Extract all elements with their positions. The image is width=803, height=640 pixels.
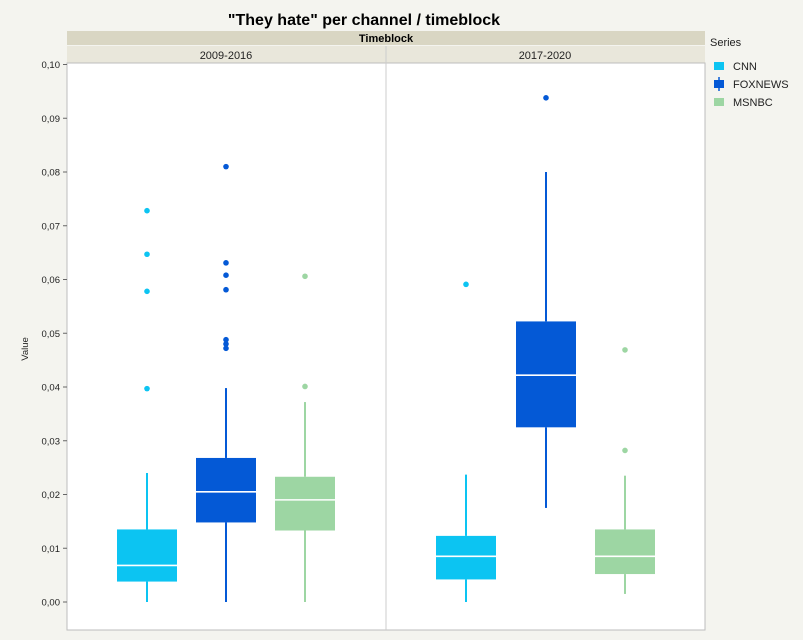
y-tick-label: 0,07 <box>42 221 61 232</box>
box-iqr <box>196 457 256 523</box>
y-tick-label: 0,08 <box>42 168 61 179</box>
outlier-point <box>144 251 150 258</box>
y-tick-label: 0,02 <box>42 490 61 501</box>
outlier-point <box>144 207 150 214</box>
panel-label: 2009-2016 <box>200 50 253 62</box>
legend-label-cnn: CNN <box>733 61 757 73</box>
group-header-label: Timeblock <box>359 33 414 45</box>
legend-swatch-msnbc <box>714 98 724 106</box>
outlier-point <box>543 95 549 101</box>
y-tick-label: 0,04 <box>42 383 61 394</box>
outlier-point <box>223 260 229 266</box>
y-tick-label: 0,01 <box>42 544 61 555</box>
outlier-point <box>622 447 628 454</box>
outlier-point <box>144 385 150 392</box>
box-iqr <box>516 321 576 428</box>
chart-title: "They hate" per channel / timeblock <box>228 12 500 29</box>
box-iqr <box>117 529 177 582</box>
box-foxnews-2009-2016 <box>196 163 256 602</box>
box-iqr <box>595 529 655 575</box>
outlier-point <box>223 336 229 343</box>
y-tick-label: 0,05 <box>42 329 61 340</box>
outlier-point <box>223 345 229 352</box>
legend-swatch-cnn <box>714 62 724 70</box>
legend-label-msnbc: MSNBC <box>733 97 773 109</box>
panel-label: 2017-2020 <box>519 50 572 62</box>
outlier-point <box>223 341 229 347</box>
box-msnbc-2017-2020 <box>595 347 655 594</box>
outlier-point <box>223 286 229 293</box>
legend-label-foxnews: FOXNEWS <box>733 79 789 91</box>
outlier-point <box>223 163 229 170</box>
box-msnbc-2009-2016 <box>275 273 335 602</box>
outlier-point <box>302 383 308 390</box>
box-foxnews-2017-2020 <box>516 95 576 508</box>
y-axis-label: Value <box>20 337 31 361</box>
y-tick-label: 0,00 <box>42 598 61 609</box>
y-tick-label: 0,03 <box>42 436 61 447</box>
outlier-point <box>223 272 229 279</box>
outlier-point <box>463 281 469 288</box>
box-iqr <box>436 535 496 580</box>
y-tick-label: 0,06 <box>42 275 61 286</box>
box-cnn-2009-2016 <box>117 207 177 602</box>
legend-title: Series <box>710 37 742 49</box>
group-header-band <box>67 31 705 45</box>
box-cnn-2017-2020 <box>436 281 496 602</box>
box-iqr <box>275 476 335 531</box>
y-tick-label: 0,09 <box>42 114 61 125</box>
outlier-point <box>302 273 308 280</box>
outlier-point <box>144 288 150 295</box>
outlier-point <box>622 347 628 353</box>
y-tick-label: 0,10 <box>42 60 61 71</box>
